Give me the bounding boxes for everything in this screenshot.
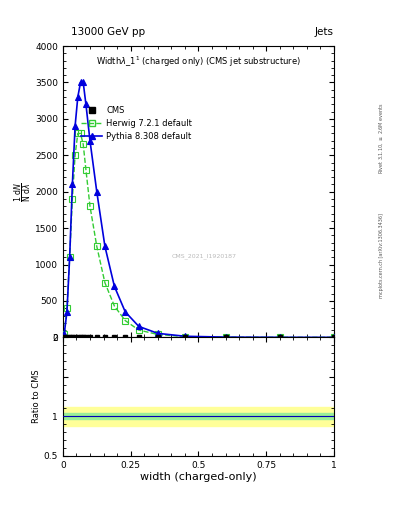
Y-axis label: Ratio to CMS: Ratio to CMS	[32, 370, 41, 423]
Text: Rivet 3.1.10, $\geq$ 2.6M events: Rivet 3.1.10, $\geq$ 2.6M events	[377, 102, 385, 174]
Text: CMS_2021_I1920187: CMS_2021_I1920187	[171, 253, 236, 259]
Text: mcplots.cern.ch [arXiv:1306.3436]: mcplots.cern.ch [arXiv:1306.3436]	[379, 214, 384, 298]
Legend: CMS, Herwig 7.2.1 default, Pythia 8.308 default: CMS, Herwig 7.2.1 default, Pythia 8.308 …	[78, 103, 195, 145]
X-axis label: width (charged-only): width (charged-only)	[140, 472, 257, 482]
Text: Jets: Jets	[315, 27, 334, 37]
Y-axis label: $\frac{1}{\mathrm{N}}\frac{\mathrm{d}N}{\mathrm{d}\lambda}$: $\frac{1}{\mathrm{N}}\frac{\mathrm{d}N}{…	[12, 182, 34, 202]
Text: Width$\lambda\_1^1$ (charged only) (CMS jet substructure): Width$\lambda\_1^1$ (charged only) (CMS …	[96, 55, 301, 69]
Text: 13000 GeV pp: 13000 GeV pp	[71, 27, 145, 37]
